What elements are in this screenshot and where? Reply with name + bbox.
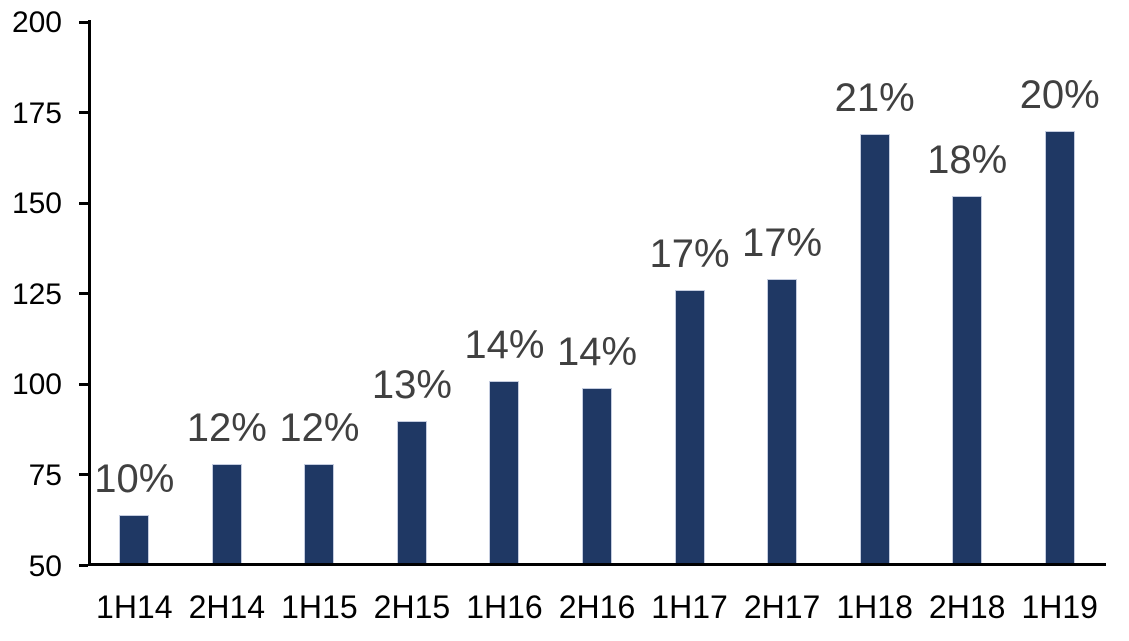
bar <box>396 420 427 566</box>
bar-value-label: 17% <box>742 221 823 266</box>
y-axis-tick-label: 75 <box>28 458 62 492</box>
bar-value-label: 14% <box>556 329 638 374</box>
y-axis-tick-label: 50 <box>28 549 62 583</box>
x-axis-category-label: 1H18 <box>836 589 913 625</box>
y-axis-tick <box>79 292 88 296</box>
bar <box>859 134 890 566</box>
x-axis-category-label: 1H15 <box>281 589 358 625</box>
y-axis-tick-label: 200 <box>11 6 62 39</box>
x-axis-line <box>88 563 1106 566</box>
y-axis-tick-label: 150 <box>11 187 62 221</box>
y-axis-tick <box>79 382 88 386</box>
bar <box>1044 130 1075 566</box>
bar-value-label: 21% <box>834 76 915 121</box>
x-axis-category-label: 2H16 <box>558 589 636 625</box>
bar-value-label: 18% <box>927 137 1008 182</box>
x-axis-category-label: 1H14 <box>96 589 173 625</box>
x-axis-category-label: 2H15 <box>373 589 451 625</box>
bar <box>674 290 705 566</box>
bar <box>767 279 798 566</box>
bar <box>489 380 520 566</box>
y-axis-tick <box>79 111 88 115</box>
y-axis-tick <box>79 473 88 477</box>
x-axis-category-label: 1H16 <box>466 589 543 625</box>
bar <box>211 464 242 566</box>
bar <box>119 514 150 566</box>
bar-value-label: 13% <box>371 362 452 407</box>
bar-value-label: 12% <box>279 406 360 451</box>
y-axis-tick-label: 125 <box>11 277 62 311</box>
x-axis-category-label: 1H17 <box>651 589 728 625</box>
y-axis-tick <box>79 20 88 24</box>
y-axis-line <box>88 20 91 566</box>
y-axis-tick <box>79 201 88 205</box>
bar-value-label: 14% <box>464 322 545 367</box>
y-axis-tick-label: 175 <box>11 96 62 130</box>
bar <box>952 195 983 566</box>
x-axis-category-label: 1H19 <box>1021 589 1098 625</box>
y-axis-tick-label: 100 <box>11 368 62 402</box>
bar-value-label: 20% <box>1019 72 1100 117</box>
bar <box>304 464 335 566</box>
bar-value-label: 10% <box>94 456 175 501</box>
x-axis-category-label: 2H14 <box>188 589 266 625</box>
y-axis-tick <box>79 564 88 567</box>
x-axis-category-label: 2H18 <box>928 589 1006 625</box>
x-axis-category-label: 2H17 <box>743 589 821 625</box>
bar <box>582 387 612 566</box>
bar-value-label: 17% <box>649 232 730 277</box>
bar-value-label: 12% <box>186 406 267 451</box>
